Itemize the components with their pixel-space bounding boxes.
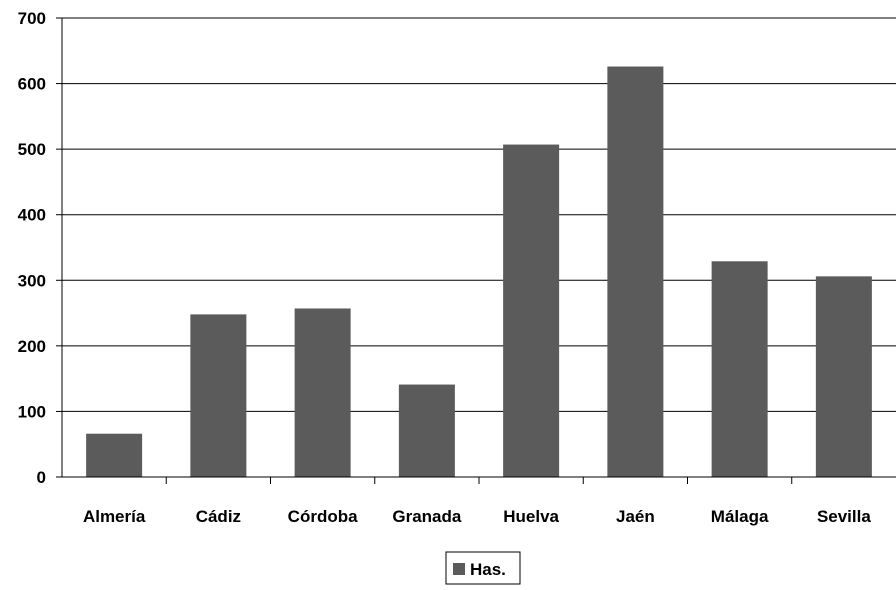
bar-5: [607, 66, 664, 477]
x-tick-label: Málaga: [711, 507, 769, 526]
y-tick-label: 700: [18, 9, 46, 28]
bar-4: [503, 144, 560, 477]
x-tick-label: Sevilla: [817, 507, 871, 526]
y-tick-label: 300: [18, 271, 46, 290]
bar-0: [86, 433, 143, 477]
gridlines: [62, 17, 896, 412]
legend-label-has: Has.: [470, 560, 506, 579]
x-tick-label: Huelva: [503, 507, 559, 526]
legend: Has.: [445, 551, 521, 585]
y-tick-label: 200: [18, 337, 46, 356]
axes: [56, 17, 896, 484]
y-tick-label: 100: [18, 402, 46, 421]
legend-swatch: [453, 563, 465, 575]
bar-7: [815, 276, 872, 477]
bar-2: [294, 308, 351, 477]
bar-6: [711, 261, 768, 477]
x-tick-label: Granada: [392, 507, 462, 526]
y-tick-label: 500: [18, 140, 46, 159]
bars: [86, 66, 872, 477]
x-tick-label: Cádiz: [196, 507, 241, 526]
x-tick-label: Jaén: [616, 507, 655, 526]
y-tick-label: 600: [18, 75, 46, 94]
x-tick-label: Córdoba: [288, 507, 358, 526]
y-tick-labels: 0 100 200 300 400 500 600 700: [18, 9, 46, 487]
x-tick-label: Almería: [83, 507, 146, 526]
x-tick-labels: Almería Cádiz Córdoba Granada Huelva Jaén Mála…: [83, 507, 871, 526]
bar-1: [190, 314, 247, 477]
bar-3: [398, 384, 455, 477]
y-tick-label: 0: [37, 468, 46, 487]
y-tick-label: 400: [18, 206, 46, 225]
